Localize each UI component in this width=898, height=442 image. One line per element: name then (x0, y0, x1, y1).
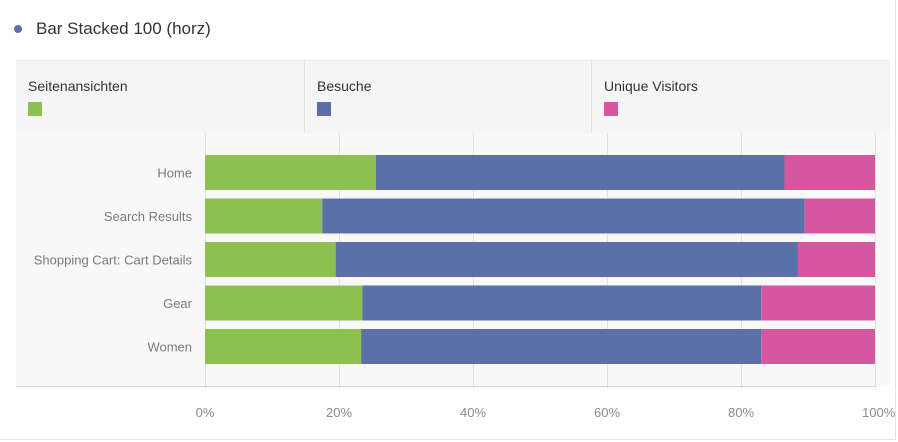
bar-segment[interactable] (205, 285, 363, 321)
category-label: Search Results (104, 209, 193, 224)
legend-item-unique-visitors[interactable]: Unique Visitors (591, 61, 890, 134)
legend: Seitenansichten Besuche Unique Visitors (16, 60, 890, 134)
bar-segment[interactable] (375, 155, 785, 190)
bar-segment[interactable] (784, 155, 875, 190)
bar-segment[interactable] (761, 329, 875, 364)
bar-segment[interactable] (362, 285, 762, 321)
legend-item-seitenansichten[interactable]: Seitenansichten (16, 61, 304, 134)
legend-item-besuche[interactable]: Besuche (304, 61, 591, 134)
x-tick-label: 60% (594, 405, 620, 420)
bar-segment[interactable] (205, 198, 323, 234)
bar-segment[interactable] (335, 242, 798, 277)
bar-segment[interactable] (205, 329, 362, 364)
legend-swatch (317, 102, 331, 116)
category-label: Gear (163, 296, 193, 311)
legend-swatch (28, 102, 42, 116)
bar-segment[interactable] (804, 198, 875, 234)
legend-label: Besuche (317, 78, 372, 94)
legend-label: Seitenansichten (28, 78, 128, 94)
legend-swatch (604, 102, 618, 116)
bar-segment[interactable] (205, 242, 336, 277)
category-label: Shopping Cart: Cart Details (34, 253, 193, 268)
category-label: Women (147, 340, 192, 355)
bar-segment[interactable] (361, 329, 762, 364)
bar-segment[interactable] (205, 155, 376, 190)
x-tick-label: 40% (460, 405, 486, 420)
bar-segment[interactable] (761, 285, 875, 321)
x-tick-label: 100% (862, 405, 896, 420)
legend-label: Unique Visitors (604, 78, 698, 94)
category-label: Home (157, 166, 192, 181)
chart-title: Bar Stacked 100 (horz) (36, 19, 211, 38)
title-dot-icon (14, 25, 22, 33)
bar-segment[interactable] (797, 242, 875, 277)
x-tick-label: 0% (196, 405, 215, 420)
x-tick-label: 80% (728, 405, 754, 420)
bar-segment[interactable] (322, 198, 805, 234)
x-tick-label: 20% (326, 405, 352, 420)
chart-header: Bar Stacked 100 (horz) (14, 18, 211, 40)
